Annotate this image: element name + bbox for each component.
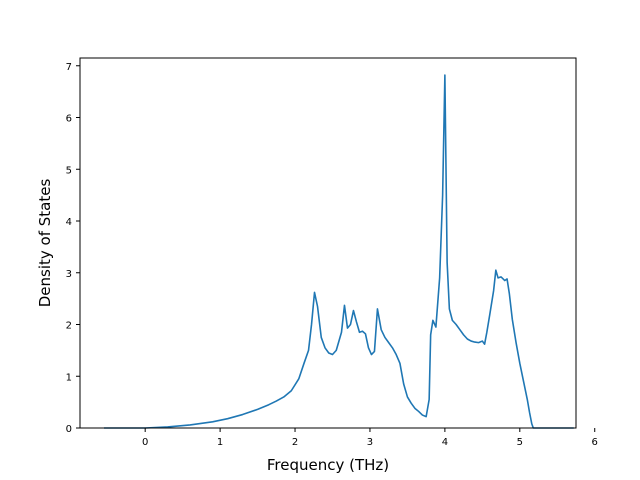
y-tick-label: 1 bbox=[66, 372, 72, 383]
y-tick-label: 3 bbox=[66, 269, 72, 280]
y-tick-label: 0 bbox=[66, 424, 72, 435]
y-tick-label: 6 bbox=[66, 114, 72, 125]
y-tick-label: 4 bbox=[66, 217, 72, 228]
x-tick-label: 0 bbox=[142, 437, 148, 448]
dos-series-line bbox=[103, 74, 574, 429]
x-tick-label: 2 bbox=[292, 437, 298, 448]
x-tick-label: 5 bbox=[517, 437, 523, 448]
x-tick-label: 6 bbox=[592, 437, 598, 448]
y-tick-label: 5 bbox=[66, 165, 72, 176]
y-axis-label: Density of States bbox=[36, 179, 54, 308]
x-tick-label: 4 bbox=[442, 437, 448, 448]
x-tick-label: 1 bbox=[217, 437, 223, 448]
x-tick-label: 3 bbox=[367, 437, 373, 448]
plot-frame bbox=[79, 57, 577, 429]
x-axis-label: Frequency (THz) bbox=[267, 456, 389, 474]
y-tick-label: 7 bbox=[66, 62, 72, 73]
y-tick-label: 2 bbox=[66, 321, 72, 332]
y-axis: 0 1 2 3 4 5 6 7 bbox=[66, 62, 80, 435]
series-layer bbox=[103, 74, 574, 429]
x-axis: 0 1 2 3 4 5 6 bbox=[142, 428, 598, 448]
